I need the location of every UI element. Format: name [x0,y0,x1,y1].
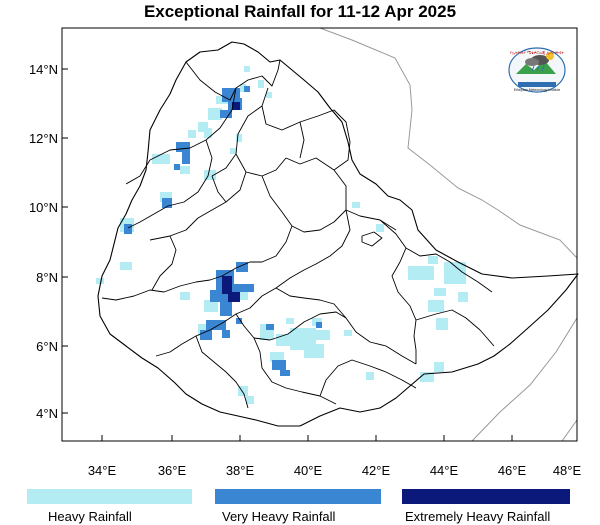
heavy-rain-cell [408,266,434,280]
very-heavy-rain-cell [162,198,172,208]
heavy-rain-cell [266,92,272,98]
legend-label-extreme: Extremely Heavy Rainfall [405,509,551,524]
ethiopian-meteorology-institute-logo: የኢትዮጵያ ሜቴዎሮሎጂ ኢንስቲትዩት Ethiopian Meteorol… [494,44,580,100]
very-heavy-rain-cell [222,330,230,338]
heavy-rain-cell [238,386,248,396]
legend-label-heavy: Heavy Rainfall [48,509,132,524]
region-boundaries [101,59,495,409]
heavy-rain-cell [344,330,352,336]
heavy-rain-cell [152,154,170,164]
lon-tick-label: 48°E [553,463,582,478]
very-heavy-rain-cell [124,224,132,234]
very-heavy-rain-cell [176,142,190,152]
lon-tick-label: 44°E [430,463,459,478]
map-title: Exceptional Rainfall for 11-12 Apr 2025 [143,2,457,21]
lon-tick-label: 42°E [362,463,391,478]
legend-swatch-extreme [402,489,570,504]
lat-tick-label: 14°N [29,62,58,77]
very-heavy-rain-cell [272,360,286,370]
very-heavy-rain-cell [316,322,322,328]
very-heavy-rain-cell [236,318,242,324]
heavy-rain-cell [244,66,250,72]
heavy-rain-cell [286,318,294,324]
legend-swatch-very-heavy [215,489,381,504]
very-heavy-rain-cell [266,324,274,330]
lat-tick-label: 6°N [36,339,58,354]
heavy-rain-cell [420,372,434,382]
very-heavy-rain-cell [182,150,190,164]
axis-ticks: 14°N 12°N 10°N 8°N 6°N 4°N 34°E 36°E 38°E 40°E 42°… [29,62,582,478]
heavy-rain-cell [198,122,208,132]
neighbor-borders [319,28,577,441]
lon-tick-label: 36°E [158,463,187,478]
lon-tick-label: 40°E [294,463,323,478]
very-heavy-rain-cell [236,262,248,272]
extreme-rain-cell [228,292,240,302]
lat-tick-label: 10°N [29,200,58,215]
heavy-rain-cell [204,170,216,180]
logo-text-top: የኢትዮጵያ ሜቴዎሮሎጂ ኢንስቲትዩት [510,50,564,55]
heavy-rain-cell [204,300,218,312]
map-frame [61,27,578,442]
very-heavy-rain-cell [244,86,250,92]
very-heavy-rain-cell [280,370,290,376]
very-heavy-rain-cell [206,320,226,330]
heavy-rain-cell [208,108,222,120]
legend-swatch-heavy [27,489,192,504]
heavy-rain-cell [428,256,438,264]
heavy-rain-cell [188,130,196,138]
heavy-rain-cell [434,288,446,296]
lat-tick-label: 8°N [36,270,58,285]
heavy-rain-cell [436,318,448,330]
heavy-rain-cell [238,290,248,300]
very-heavy-rain-cell [200,330,212,340]
heavy-rain-cell [236,134,242,142]
heavy-rain-cell [240,84,246,92]
rainfall-cells [96,66,468,404]
heavy-rain-cell [304,344,324,358]
very-heavy-rain-cell [220,302,232,316]
heavy-rain-cell [180,166,190,174]
lon-tick-label: 38°E [226,463,255,478]
very-heavy-rain-cell [220,110,232,118]
heavy-rain-cell [258,80,264,88]
heavy-rain-cell [434,362,444,372]
legend-label-very-heavy: Very Heavy Rainfall [222,509,336,524]
heavy-rain-cell [246,396,254,404]
lat-tick-label: 4°N [36,406,58,421]
heavy-rain-cell [444,262,466,284]
heavy-rain-cell [428,300,444,312]
heavy-rain-cell [270,352,284,362]
heavy-rain-cell [316,330,330,340]
very-heavy-rain-cell [174,164,180,170]
heavy-rain-cell [160,192,172,202]
extreme-rain-cell [232,102,240,110]
heavy-rain-cell [120,262,132,270]
heavy-rain-cell [230,148,236,154]
heavy-rain-cell [458,292,468,302]
extreme-rain-cell [226,282,232,288]
heavy-rain-cell [376,224,384,232]
lon-tick-label: 34°E [88,463,117,478]
lat-tick-label: 12°N [29,131,58,146]
heavy-rain-cell [180,292,190,300]
heavy-rain-cell [366,372,374,380]
heavy-rain-cell [204,128,212,138]
heavy-rain-cell [96,278,104,284]
lon-tick-label: 46°E [498,463,527,478]
ethiopia-outline [97,41,579,427]
very-heavy-rain-cell [224,284,254,292]
logo-text-bottom: Ethiopian Meteorology Institute [514,88,561,92]
heavy-rain-cell [352,202,360,208]
